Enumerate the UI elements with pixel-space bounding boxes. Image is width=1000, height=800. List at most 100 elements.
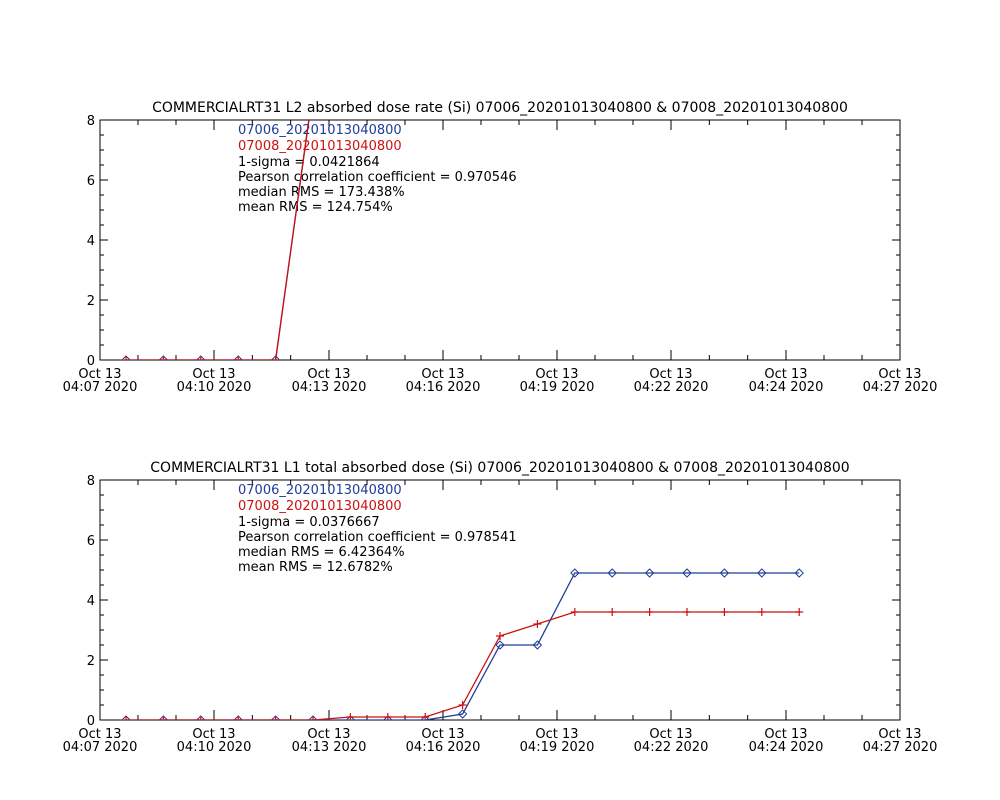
data-point (457, 709, 468, 719)
annotation-mean-rms: mean RMS = 124.754% (238, 200, 393, 215)
chart-panel-bottom: COMMERCIALRT31 L1 total absorbed dose (S… (63, 460, 938, 755)
annotation-mean-rms: mean RMS = 12.6782% (238, 560, 393, 575)
y-tick-label: 8 (87, 114, 95, 129)
plot-area (121, 568, 804, 720)
svg-text:04:07 2020: 04:07 2020 (63, 380, 138, 395)
x-tick-label: Oct 13 04:10 2020 (177, 727, 252, 755)
x-axis: Oct 13 04:07 2020 Oct 13 04:10 2020 Oct … (63, 120, 938, 395)
data-point (794, 568, 804, 578)
data-point (233, 355, 243, 360)
data-point (234, 356, 243, 360)
data-point (121, 355, 131, 360)
data-point (644, 568, 655, 578)
data-point (159, 356, 168, 360)
y-tick-label: 0 (87, 714, 95, 729)
x-tick-label: Oct 13 04:22 2020 (634, 367, 709, 395)
x-tick-label: Oct 13 04:10 2020 (177, 367, 252, 395)
svg-text:Oct 13: Oct 13 (421, 727, 464, 742)
data-point (720, 608, 729, 616)
data-point (308, 715, 318, 720)
data-point (271, 356, 280, 360)
data-point (270, 355, 281, 360)
annotation-median-rms: median RMS = 173.438% (238, 185, 405, 200)
data-point (495, 640, 505, 650)
y-tick-label: 6 (87, 534, 95, 549)
legend-series-b: 07008_20201013040800 (238, 139, 402, 154)
x-tick-label: Oct 13 04:27 2020 (863, 727, 938, 755)
x-tick-label: Oct 13 04:13 2020 (292, 367, 367, 395)
data-point (757, 608, 766, 616)
data-point (570, 568, 580, 578)
y-tick-label: 4 (87, 594, 95, 609)
y-tick-label: 4 (87, 234, 95, 249)
data-point (309, 716, 317, 720)
chart-title: COMMERCIALRT31 L2 absorbed dose rate (Si… (152, 100, 848, 116)
svg-text:Oct 13: Oct 13 (307, 367, 350, 382)
svg-text:04:19 2020: 04:19 2020 (520, 740, 595, 755)
legend-series-a: 07006_20201013040800 (238, 123, 402, 138)
data-point (608, 608, 617, 616)
svg-text:Oct 13: Oct 13 (78, 727, 121, 742)
data-point (383, 715, 393, 720)
data-point (196, 355, 206, 360)
svg-text:Oct 13: Oct 13 (192, 727, 235, 742)
svg-text:04:27 2020: 04:27 2020 (863, 740, 938, 755)
data-point (421, 713, 430, 720)
data-point (122, 356, 130, 360)
svg-text:Oct 13: Oct 13 (307, 727, 350, 742)
data-point (159, 716, 168, 720)
svg-text:Oct 13: Oct 13 (535, 727, 578, 742)
data-point (345, 715, 356, 720)
data-point (233, 715, 243, 720)
plot-frame (99, 479, 901, 721)
annotation-median-rms: median RMS = 6.42364% (238, 545, 405, 560)
annotation-sigma: 1-sigma = 0.0376667 (238, 515, 380, 530)
svg-text:Oct 13: Oct 13 (192, 367, 235, 382)
svg-text:Oct 13: Oct 13 (878, 367, 921, 382)
x-tick-label: Oct 13 04:07 2020 (63, 367, 138, 395)
y-tick-label: 8 (87, 474, 95, 489)
chart-title: COMMERCIALRT31 L1 total absorbed dose (S… (150, 460, 849, 476)
data-point (270, 715, 281, 720)
data-point (607, 568, 617, 578)
svg-text:Oct 13: Oct 13 (649, 727, 692, 742)
y-tick-label: 0 (87, 354, 95, 369)
annotation-sigma: 1-sigma = 0.0421864 (238, 155, 380, 170)
legend-series-a: 07006_20201013040800 (238, 483, 402, 498)
series-line (126, 572, 800, 720)
x-tick-label: Oct 13 04:27 2020 (863, 367, 938, 395)
plot-frame (99, 119, 901, 361)
svg-text:Oct 13: Oct 13 (764, 367, 807, 382)
svg-text:04:13 2020: 04:13 2020 (292, 740, 367, 755)
svg-text:Oct 13: Oct 13 (535, 367, 578, 382)
x-tick-label: Oct 13 04:16 2020 (406, 727, 481, 755)
svg-text:04:22 2020: 04:22 2020 (634, 740, 709, 755)
x-tick-label: Oct 13 04:19 2020 (520, 367, 595, 395)
data-point (533, 620, 542, 628)
data-point (757, 568, 767, 578)
svg-text:Oct 13: Oct 13 (421, 367, 464, 382)
data-point (122, 716, 130, 720)
data-point (158, 355, 169, 360)
annotation-pearson: Pearson correlation coefficient = 0.9705… (238, 170, 517, 185)
legend: 07006_20201013040800 07008_2020101304080… (238, 483, 517, 575)
data-point (683, 608, 691, 616)
x-tick-label: Oct 13 04:19 2020 (520, 727, 595, 755)
data-point (420, 715, 430, 720)
data-point (719, 568, 730, 578)
x-axis: Oct 13 04:07 2020 Oct 13 04:10 2020 Oct … (63, 480, 938, 755)
x-tick-label: Oct 13 04:13 2020 (292, 727, 367, 755)
data-point (645, 608, 654, 616)
chart-panel-top: COMMERCIALRT31 L2 absorbed dose rate (Si… (63, 100, 938, 395)
svg-text:Oct 13: Oct 13 (649, 367, 692, 382)
data-point (570, 608, 579, 616)
svg-text:04:16 2020: 04:16 2020 (406, 380, 481, 395)
svg-text:04:13 2020: 04:13 2020 (292, 380, 367, 395)
series-line (126, 120, 310, 360)
svg-text:Oct 13: Oct 13 (764, 727, 807, 742)
data-point (234, 716, 243, 720)
svg-text:04:27 2020: 04:27 2020 (863, 380, 938, 395)
x-tick-label: Oct 13 04:16 2020 (406, 367, 481, 395)
data-point (532, 640, 543, 650)
